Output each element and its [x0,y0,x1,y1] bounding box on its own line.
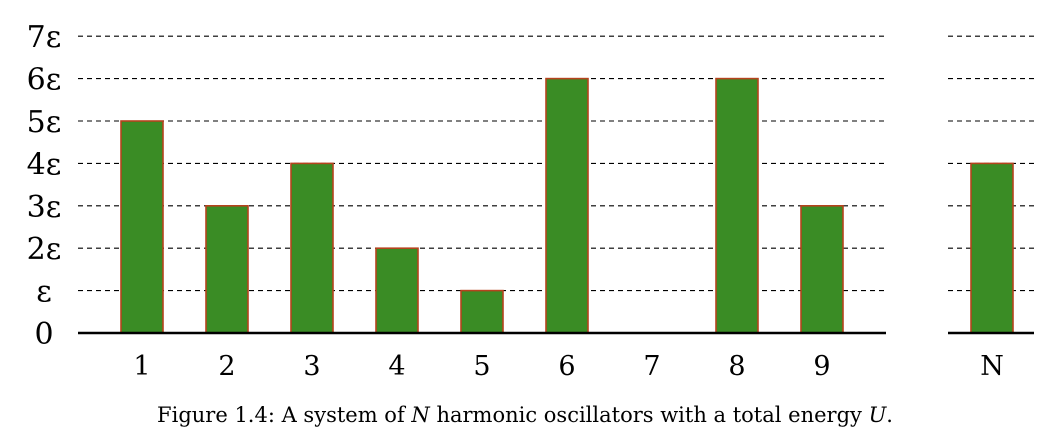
bar-1 [120,120,164,334]
x-tick-label-1: 1 [133,351,150,382]
caption-u: U [869,403,888,427]
y-tick-label-6: 6ε [27,63,62,98]
y-tick-label-7: 7ε [27,20,62,55]
x-tick-label-7: 7 [643,351,660,382]
caption-suffix: . [886,403,893,427]
x-tick-label-5: 5 [473,351,490,382]
x-tick-label-N: N [980,351,1004,382]
y-tick-labels: 0 ε 2ε 3ε 4ε 5ε 6ε 7ε [27,20,62,352]
x-tick-labels: 1 2 3 4 5 6 7 8 9 N [133,351,1003,382]
bar-5 [460,289,504,334]
x-tick-label-9: 9 [813,351,830,382]
y-tick-label-3: 3ε [27,190,62,225]
x-tick-label-4: 4 [388,351,405,382]
bar-2 [205,205,249,334]
y-tick-label-0: 0 [34,317,53,352]
y-tick-label-2: 2ε [27,232,62,267]
bar-3 [290,162,334,334]
bars [120,77,1014,334]
x-tick-label-3: 3 [303,351,320,382]
bar-8 [715,77,759,334]
y-tick-label-4: 4ε [27,147,62,182]
bar-9 [800,205,844,334]
caption-prefix: Figure 1.4: A system of [157,403,411,427]
bar-N [970,162,1014,334]
x-tick-label-6: 6 [558,351,575,382]
x-tick-label-8: 8 [728,351,745,382]
figure-caption: Figure 1.4: A system of N harmonic oscil… [157,403,893,427]
x-tick-label-2: 2 [218,351,235,382]
y-tick-label-1: ε [36,275,52,310]
caption-n: N [410,403,430,427]
bar-4 [375,247,419,334]
caption-middle: harmonic oscillators with a total energy [430,403,869,427]
bar-6 [545,77,589,334]
y-tick-label-5: 5ε [27,105,62,140]
